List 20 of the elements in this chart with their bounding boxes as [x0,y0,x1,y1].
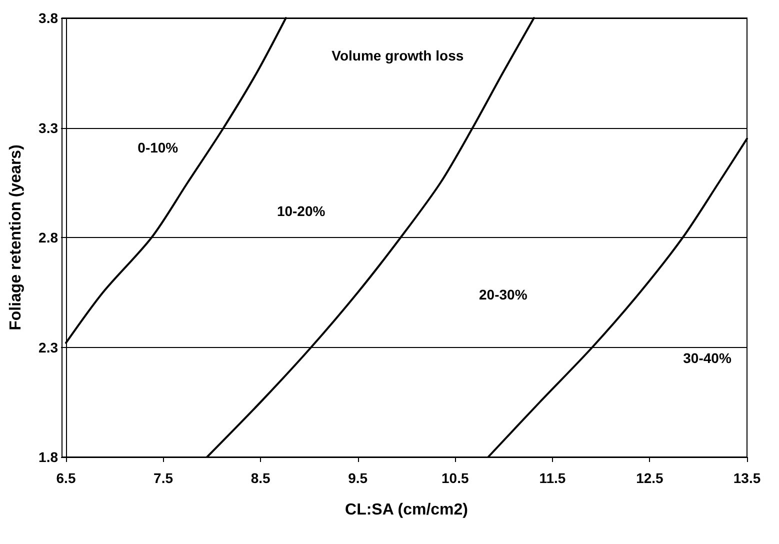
x-tick-label: 9.5 [348,470,368,486]
x-tick-label: 8.5 [250,470,271,486]
x-tick-label: 12.5 [636,470,664,486]
x-tick-label: 11.5 [539,470,566,486]
x-tick-label: 6.5 [56,470,76,486]
annotation: Volume growth loss [332,47,464,64]
annotation: 20-30% [479,286,528,303]
x-tick-label: 13.5 [733,470,761,486]
y-tick-label: 3.8 [38,10,58,26]
annotation: 10-20% [276,203,326,220]
x-tick-label: 7.5 [154,470,174,486]
y-axis-title: Foliage retention (years) [8,144,24,330]
y-tick-label: 2.8 [38,230,58,246]
x-tick-label: 10.5 [442,470,469,486]
annotation: 30-40% [683,350,732,366]
y-tick-label: 2.3 [38,339,58,356]
x-axis-title: CL:SA (cm/cm2) [345,502,468,518]
y-tick-label: 3.3 [38,120,58,136]
annotation: 0-10% [138,140,179,156]
y-tick-label: 1.8 [38,449,58,465]
